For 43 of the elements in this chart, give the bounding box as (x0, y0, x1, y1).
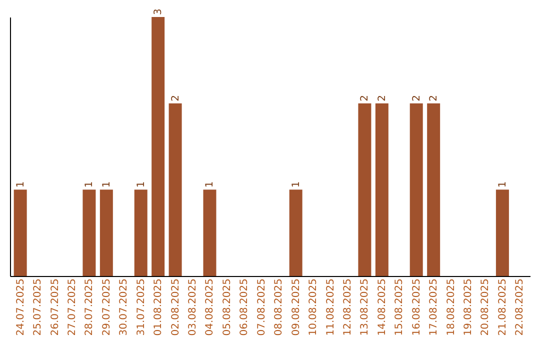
x-tick-label: 25.07.2025 (32, 278, 44, 336)
x-tick-label: 31.07.2025 (136, 278, 147, 336)
data-label: 1 (84, 181, 96, 188)
x-tick-label: 09.08.2025 (290, 278, 302, 336)
data-label: 2 (170, 94, 182, 102)
data-label: 2 (360, 94, 371, 102)
x-tick-label: 01.08.2025 (153, 278, 164, 336)
x-tick-label: 19.08.2025 (463, 278, 474, 336)
x-tick-label: 07.08.2025 (256, 278, 268, 336)
x-tick-label: 26.07.2025 (50, 278, 61, 336)
x-tick-label: 13.08.2025 (360, 278, 371, 336)
x-tick-label: 28.07.2025 (84, 278, 96, 336)
x-tick-label: 10.08.2025 (308, 278, 320, 336)
x-tick-label: 30.07.2025 (118, 278, 130, 336)
data-label: 1 (101, 181, 112, 188)
data-label: 1 (136, 181, 147, 188)
data-label: 1 (15, 181, 26, 188)
x-tick-label: 03.08.2025 (188, 278, 199, 336)
x-tick-label: 17.08.2025 (428, 278, 440, 336)
x-tick-label: 24.07.2025 (15, 278, 26, 336)
x-tick-label: 06.08.2025 (239, 278, 250, 336)
x-tick-label: 20.08.2025 (480, 278, 492, 336)
x-tick-label: 05.08.2025 (222, 278, 233, 336)
data-label: 2 (376, 94, 388, 102)
x-tick-label: 12.08.2025 (342, 278, 354, 336)
x-tick-label: 14.08.2025 (376, 278, 388, 336)
x-tick-label: 29.07.2025 (101, 278, 112, 336)
x-tick-label: 08.08.2025 (274, 278, 285, 336)
data-label: 1 (204, 181, 216, 188)
x-tick-label: 11.08.2025 (325, 278, 336, 336)
x-tick-label: 27.07.2025 (66, 278, 78, 336)
x-tick-label: 22.08.2025 (514, 278, 526, 336)
x-tick-label: 18.08.2025 (446, 278, 457, 336)
x-tick-label: 04.08.2025 (204, 278, 216, 336)
data-label: 3 (153, 8, 164, 15)
x-tick-label: 21.08.2025 (497, 278, 508, 336)
data-label: 2 (411, 94, 422, 102)
data-label: 2 (428, 94, 440, 102)
data-label: 1 (290, 181, 302, 188)
data-label: 1 (497, 181, 508, 188)
x-tick-label: 15.08.2025 (394, 278, 406, 336)
x-tick-label: 16.08.2025 (411, 278, 422, 336)
x-tick-label: 02.08.2025 (170, 278, 182, 336)
